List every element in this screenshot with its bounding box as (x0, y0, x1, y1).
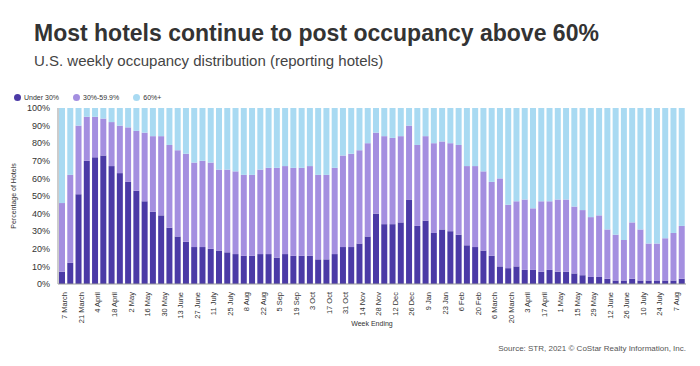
svg-text:1 May: 1 May (556, 292, 565, 313)
svg-text:40%: 40% (32, 209, 50, 219)
svg-text:3 Oct: 3 Oct (308, 291, 317, 310)
svg-text:24 July: 24 July (655, 292, 664, 316)
html-text:Source: STR, 2021 © CoStar Rea: Source: STR, 2021 © CoStar Realty Inform… (498, 344, 686, 353)
svg-text:29 May: 29 May (589, 292, 598, 317)
svg-text:6 Feb: 6 Feb (457, 292, 466, 311)
html-text:60%+: 60%+ (143, 94, 162, 101)
html-text:Under 30%: Under 30% (24, 94, 59, 101)
svg-text:9 Jan: 9 Jan (424, 292, 433, 310)
svg-text:100%: 100% (27, 103, 50, 113)
svg-text:28 Nov: 28 Nov (374, 292, 383, 316)
svg-text:20%: 20% (32, 244, 50, 254)
svg-text:21 March: 21 March (77, 292, 86, 323)
svg-text:20 March: 20 March (507, 292, 516, 323)
svg-text:12 June: 12 June (606, 292, 615, 319)
svg-text:25 July: 25 July (226, 292, 235, 316)
svg-text:80%: 80% (32, 138, 50, 148)
svg-text:12 Dec: 12 Dec (391, 292, 400, 316)
svg-text:10%: 10% (32, 262, 50, 272)
html-text:30%-59.9%: 30%-59.9% (83, 94, 120, 101)
svg-text:20 Feb: 20 Feb (474, 292, 483, 315)
svg-text:3 April: 3 April (523, 292, 532, 313)
svg-text:7 March: 7 March (60, 292, 69, 319)
svg-text:18 April: 18 April (110, 292, 119, 317)
svg-text:13 June: 13 June (176, 292, 185, 319)
svg-text:23 Jan: 23 Jan (441, 292, 450, 315)
svg-text:19 Sep: 19 Sep (292, 292, 301, 316)
svg-text:26 June: 26 June (622, 292, 631, 319)
svg-text:0%: 0% (37, 279, 50, 289)
html-text:Week Ending: Week Ending (351, 320, 393, 327)
svg-text:22 Aug: 22 Aug (259, 292, 268, 315)
svg-text:90%: 90% (32, 121, 50, 131)
svg-text:4 April: 4 April (94, 292, 103, 313)
svg-text:30%: 30% (32, 226, 50, 236)
svg-text:8 Aug: 8 Aug (242, 292, 251, 311)
svg-text:10 July: 10 July (639, 292, 648, 316)
html-text:U.S. weekly occupancy distribu: U.S. weekly occupancy distribution (repo… (34, 52, 384, 69)
svg-text:5 Sep: 5 Sep (275, 292, 284, 312)
svg-text:26 Dec: 26 Dec (408, 292, 417, 316)
svg-text:Percentage of Hotels: Percentage of Hotels (10, 163, 18, 229)
svg-text:30 May: 30 May (160, 292, 169, 317)
svg-text:11 July: 11 July (209, 292, 218, 315)
svg-text:27 June: 27 June (193, 292, 202, 319)
svg-text:60%: 60% (32, 174, 50, 184)
svg-text:17 Oct: 17 Oct (325, 291, 334, 314)
html-text:Most hotels continue to post o: Most hotels continue to post occupancy a… (34, 20, 599, 46)
svg-text:70%: 70% (32, 156, 50, 166)
svg-text:17 April: 17 April (540, 292, 549, 317)
svg-text:50%: 50% (32, 191, 50, 201)
svg-text:7 Aug: 7 Aug (672, 292, 681, 311)
svg-text:16 May: 16 May (143, 292, 152, 317)
svg-text:31 Oct: 31 Oct (341, 291, 350, 314)
svg-text:6 March: 6 March (490, 292, 499, 319)
svg-text:15 May: 15 May (573, 292, 582, 317)
svg-text:14 Nov: 14 Nov (358, 292, 367, 316)
svg-text:2 May: 2 May (127, 292, 136, 313)
